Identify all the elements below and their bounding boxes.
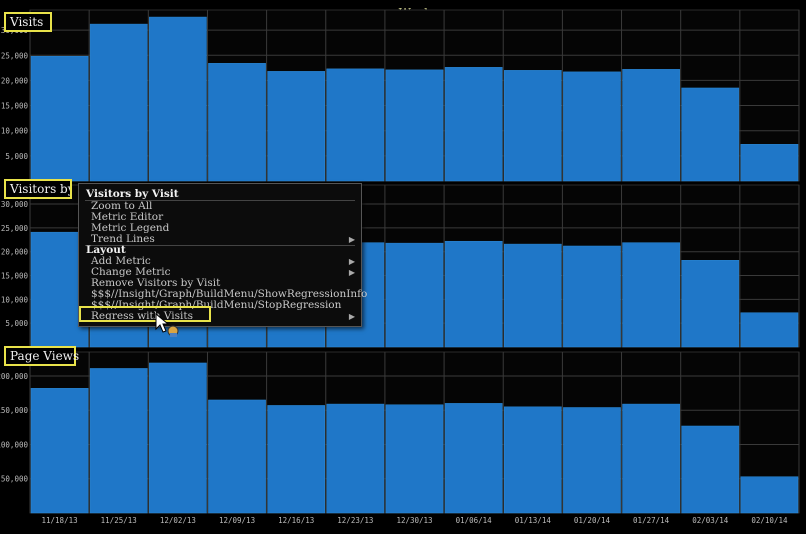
bar xyxy=(563,407,621,514)
bar xyxy=(267,405,326,514)
bar xyxy=(208,63,266,182)
y-tick-label: 10,000 xyxy=(1,295,29,304)
menu-item-label: Metric Legend xyxy=(91,222,170,234)
bar xyxy=(622,403,680,514)
bar xyxy=(681,260,740,348)
x-tick-label: 01/20/14 xyxy=(574,516,611,525)
bar xyxy=(385,69,444,182)
bar xyxy=(89,368,148,514)
menu-item-stop-regression[interactable]: $$$//Insight/Graph/BuildMenu/StopRegress… xyxy=(79,300,361,311)
y-tick-label: 25,000 xyxy=(1,51,29,60)
menu-item-label: Trend Lines xyxy=(91,233,155,245)
x-tick-label: 01/27/14 xyxy=(633,516,670,525)
bar xyxy=(30,388,89,514)
x-tick-label: 12/02/13 xyxy=(160,516,196,525)
chevron-right-icon: ▶ xyxy=(348,312,355,321)
y-tick-label: 20,000 xyxy=(1,248,29,257)
x-tick-label: 11/18/13 xyxy=(42,516,78,525)
bar xyxy=(444,403,503,514)
x-tick-label: 12/30/13 xyxy=(396,516,432,525)
bar xyxy=(503,406,562,514)
y-tick-label: 15,000 xyxy=(1,272,29,281)
menu-item-zoom-to-all[interactable]: Zoom to All xyxy=(79,201,361,212)
bar xyxy=(563,71,621,182)
menu-item-label: $$$//Insight/Graph/BuildMenu/StopRegress… xyxy=(91,299,342,311)
bar xyxy=(385,404,444,514)
x-tick-label: 02/03/14 xyxy=(692,516,729,525)
menu-item-label: Metric Editor xyxy=(91,211,164,223)
bar xyxy=(30,56,89,182)
menu-item-metric-legend[interactable]: Metric Legend xyxy=(79,223,361,234)
menu-item-label: $$$//Insight/Graph/BuildMenu/ShowRegress… xyxy=(91,288,368,300)
bar xyxy=(267,71,326,182)
y-tick-label: 100,000 xyxy=(0,440,28,449)
menu-item-label: Add Metric xyxy=(91,255,151,267)
bar xyxy=(326,403,385,514)
bar xyxy=(503,70,562,182)
bar xyxy=(681,87,740,182)
menu-header-label: Layout xyxy=(86,244,126,256)
menu-divider xyxy=(85,200,355,201)
bar xyxy=(503,243,562,348)
x-tick-label: 01/06/14 xyxy=(456,516,493,525)
bar xyxy=(681,425,740,514)
visitors-by-visit-chart-title[interactable]: Visitors by Visit xyxy=(4,179,72,199)
x-tick-label: 12/16/13 xyxy=(278,516,314,525)
bar xyxy=(149,16,207,182)
menu-item-show-regression-info[interactable]: $$$//Insight/Graph/BuildMenu/ShowRegress… xyxy=(79,289,367,300)
bar xyxy=(444,67,503,182)
y-tick-label: 150,000 xyxy=(0,406,28,415)
bar xyxy=(444,240,503,348)
y-tick-label: 20,000 xyxy=(1,76,29,85)
x-tick-label: 01/13/14 xyxy=(515,516,552,525)
bar xyxy=(622,242,680,348)
menu-item-label: Regress with Visits xyxy=(91,310,193,322)
menu-item-label: Zoom to All xyxy=(91,200,153,212)
menu-item-label: Remove Visitors by Visit xyxy=(91,277,221,289)
menu-item-highlight xyxy=(79,306,211,322)
y-tick-label: 5,000 xyxy=(5,319,28,328)
menu-header-visitors-by-visit: Visitors by Visit xyxy=(79,189,361,200)
x-tick-label: 11/25/13 xyxy=(101,516,137,525)
y-tick-label: 15,000 xyxy=(1,102,29,111)
bar xyxy=(622,69,680,182)
y-tick-label: 30,000 xyxy=(1,200,29,209)
menu-item-change-metric[interactable]: Change Metric ▶ xyxy=(79,267,361,278)
y-tick-label: 5,000 xyxy=(5,152,28,161)
menu-header-layout: Layout xyxy=(79,245,361,256)
chevron-right-icon: ▶ xyxy=(348,257,355,266)
menu-item-trend-lines[interactable]: Trend Lines ▶ xyxy=(79,234,361,245)
y-tick-label: 50,000 xyxy=(1,475,29,484)
bar xyxy=(740,476,799,514)
menu-item-metric-editor[interactable]: Metric Editor xyxy=(79,212,361,223)
menu-item-remove-visitors-by-visit[interactable]: Remove Visitors by Visit xyxy=(79,278,361,289)
bar xyxy=(385,242,444,348)
x-tick-label: 12/09/13 xyxy=(219,516,255,525)
bar xyxy=(149,362,207,514)
y-tick-label: 25,000 xyxy=(1,224,29,233)
menu-item-add-metric[interactable]: Add Metric ▶ xyxy=(79,256,361,267)
arrow-with-hand-cursor-icon xyxy=(155,313,179,337)
x-tick-label: 12/23/13 xyxy=(337,516,373,525)
bar xyxy=(740,312,799,348)
bar xyxy=(208,399,266,514)
y-tick-label: 10,000 xyxy=(1,127,29,136)
context-menu: Visitors by Visit Zoom to All Metric Edi… xyxy=(78,183,367,327)
menu-divider xyxy=(85,245,355,246)
menu-item-regress-with-visits[interactable]: Regress with Visits ▶ xyxy=(79,311,361,322)
bar xyxy=(740,144,799,182)
x-tick-label: 02/10/14 xyxy=(751,516,788,525)
bar xyxy=(326,68,385,182)
chevron-right-icon: ▶ xyxy=(348,235,355,244)
bar xyxy=(563,245,621,348)
y-tick-label: 200,000 xyxy=(0,372,28,381)
page-views-chart-title[interactable]: Page Views xyxy=(4,346,79,366)
bar xyxy=(89,23,148,182)
menu-header-label: Visitors by Visit xyxy=(86,188,179,200)
menu-item-label: Change Metric xyxy=(91,266,171,278)
visits-chart-title[interactable]: Visits xyxy=(4,12,52,32)
chevron-right-icon: ▶ xyxy=(348,268,355,277)
